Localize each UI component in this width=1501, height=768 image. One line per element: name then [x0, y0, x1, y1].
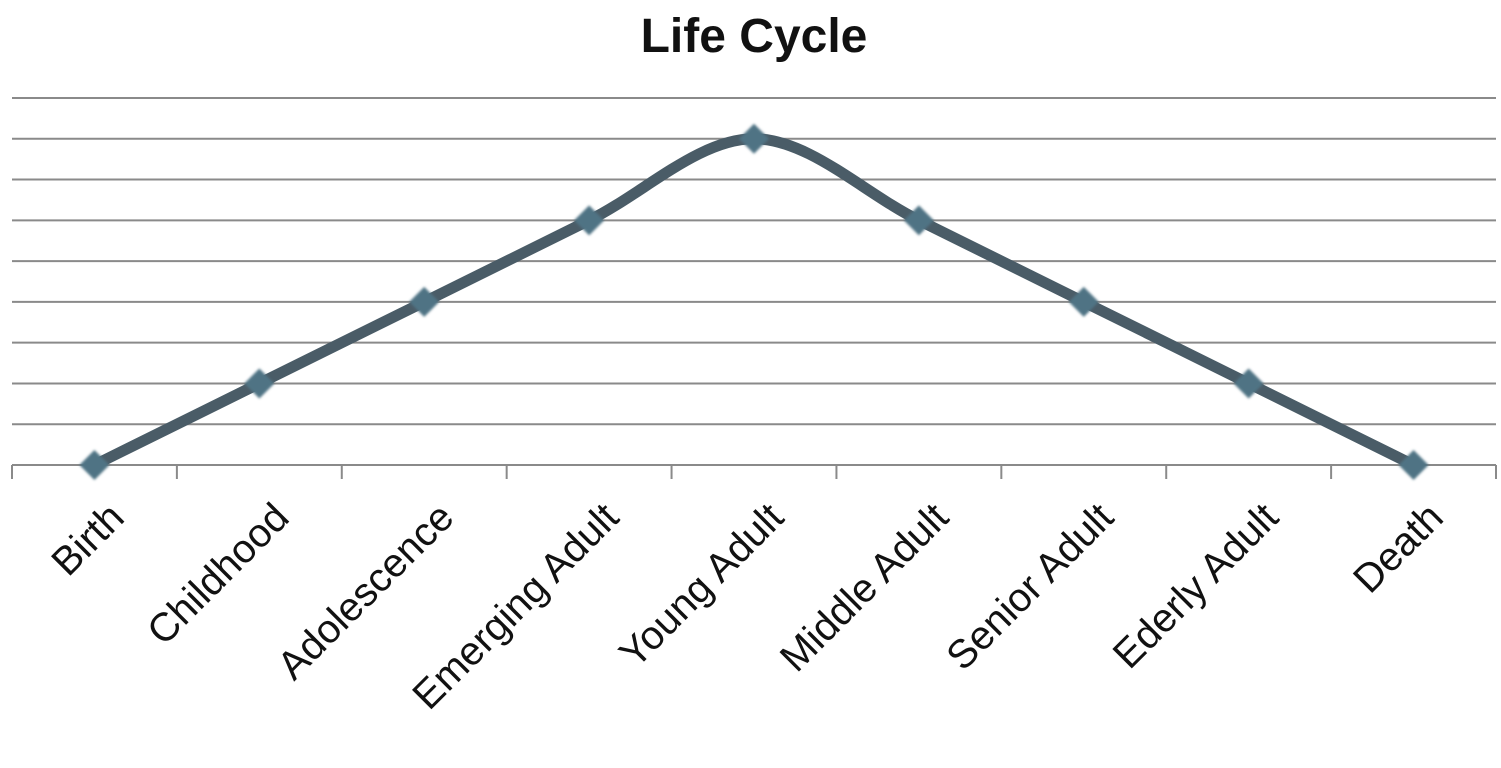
marker	[79, 450, 110, 480]
marker	[1233, 368, 1264, 399]
x-tick-label: Birth	[43, 495, 132, 584]
marker	[244, 368, 275, 399]
marker	[1398, 450, 1429, 480]
x-tick-label: Young Adult	[611, 495, 792, 676]
marker	[903, 205, 934, 236]
x-tick-label: Ederly Adult	[1105, 495, 1287, 677]
x-tick-label: Senior Adult	[938, 495, 1122, 679]
chart-title: Life Cycle	[641, 10, 868, 63]
marker	[1068, 286, 1099, 317]
x-tick-label: Death	[1345, 495, 1452, 602]
marker	[739, 123, 769, 154]
marker	[574, 205, 605, 236]
x-tick-label: Middle Adult	[772, 495, 957, 680]
x-tick-label: Childhood	[139, 495, 297, 653]
marker	[409, 286, 440, 317]
